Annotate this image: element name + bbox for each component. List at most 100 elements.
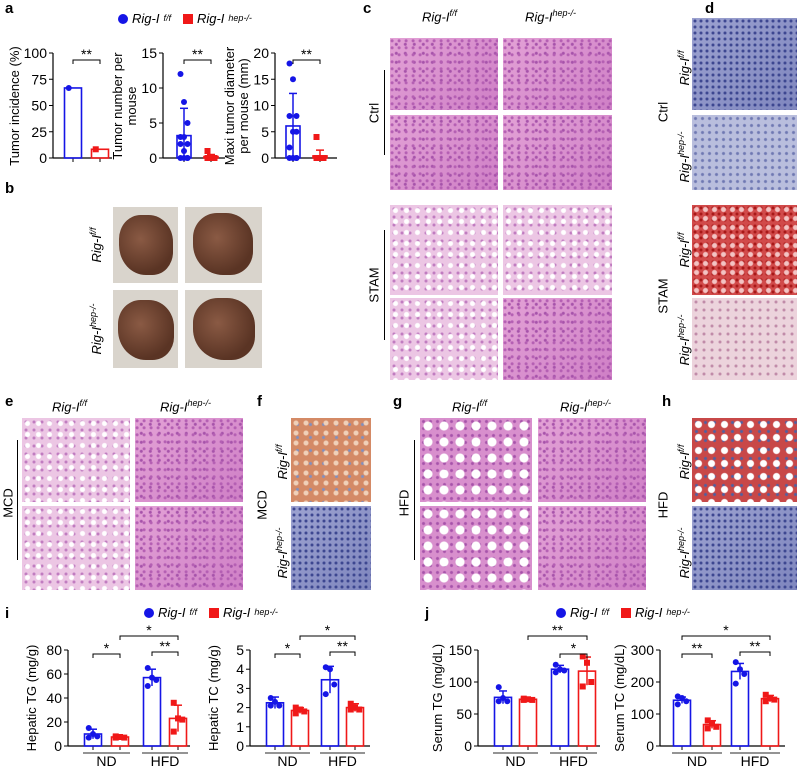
y-tick-label: 40 <box>46 690 62 706</box>
group-bracket <box>414 440 415 560</box>
data-point-hep <box>292 710 299 717</box>
y-tick-label: 5 <box>236 642 244 658</box>
data-point-ff <box>331 681 338 688</box>
histology-g-ff-high <box>420 506 532 590</box>
panel-label-b: b <box>5 180 15 197</box>
data-point-ff <box>144 683 151 689</box>
panel-label-e: e <box>5 393 14 410</box>
data-point-hep <box>529 696 536 703</box>
legend-j: Rig-I f/f Rig-I hep-/- <box>556 606 690 619</box>
bar-hep <box>90 148 110 159</box>
significance-bracket <box>274 653 301 658</box>
data-point-ff <box>181 99 187 105</box>
significance-bracket <box>681 653 713 658</box>
data-point-hep <box>92 146 99 153</box>
column-header-hep: Rig-Ihep-/- <box>160 398 211 415</box>
data-point-hep <box>313 155 320 161</box>
data-point-hep <box>704 717 711 724</box>
data-point-ff <box>272 698 278 705</box>
legend-text: Rig-I <box>132 11 160 26</box>
data-point-hep <box>297 706 303 713</box>
y-axis-title: Serum TG (mg/dL) <box>430 643 445 753</box>
data-point-ff <box>683 698 690 705</box>
data-point-ff <box>561 667 568 674</box>
x-category-label: ND <box>687 753 707 767</box>
significance-label: ** <box>301 46 312 62</box>
data-point-ff <box>184 155 191 161</box>
data-point-ff <box>184 141 191 147</box>
histology-e-ff-low <box>22 418 130 502</box>
histology-f-ff <box>291 418 371 502</box>
y-tick-label: 80 <box>46 642 62 658</box>
data-point-hep <box>771 696 778 703</box>
data-point-ff <box>674 701 681 708</box>
y-tick-label: 2 <box>236 700 244 716</box>
legend-text: Rig-I <box>634 605 663 620</box>
significance-label: ** <box>192 46 203 62</box>
data-point-hep <box>352 704 358 711</box>
y-tick-label: 100 <box>449 674 473 690</box>
histology-e-hep-high <box>135 506 243 590</box>
bar-ff <box>550 668 570 747</box>
y-tick-label: 0 <box>54 738 62 754</box>
data-point-hep <box>525 696 531 703</box>
data-point-ff <box>286 144 293 151</box>
significance-label: * <box>571 640 577 656</box>
x-category-label: HFD <box>559 753 588 767</box>
data-point-hep <box>175 715 181 722</box>
y-tick-label: 300 <box>631 642 655 658</box>
bar-ff <box>265 701 285 747</box>
y-tick-label: 25 <box>31 124 47 140</box>
data-point-ff <box>286 113 293 119</box>
significance-bracket <box>739 651 771 656</box>
y-tick-label: 0 <box>261 150 269 166</box>
data-point-ff <box>737 666 743 673</box>
panel-label-d: d <box>705 0 715 17</box>
bar-hep <box>760 697 780 747</box>
bar-ff <box>63 87 83 159</box>
data-point-hep <box>704 725 711 732</box>
histology-d-stam-hep <box>692 298 797 380</box>
data-point-ff <box>495 684 502 691</box>
y-axis-title: Tumor number per mouse <box>110 51 139 160</box>
x-category-label: ND <box>277 753 297 767</box>
x-category-label: HFD <box>151 753 180 767</box>
significance-label: * <box>146 622 152 638</box>
data-point-hep <box>204 155 211 161</box>
data-point-hep <box>170 728 177 735</box>
data-point-hep <box>579 653 586 660</box>
data-point-hep <box>347 700 354 707</box>
y-tick-label: 10 <box>253 98 269 114</box>
data-point-hep <box>179 716 186 723</box>
data-point-ff <box>741 671 748 677</box>
data-point-ff <box>177 71 184 77</box>
significance-bracket <box>119 635 179 640</box>
histology-d-stam-ff <box>692 205 797 295</box>
data-point-hep <box>762 698 769 705</box>
column-header-hep: Rig-Ihep-/- <box>560 398 611 415</box>
legend-sup: hep-/- <box>666 607 690 617</box>
legend-marker-ff <box>556 607 566 618</box>
data-point-hep <box>762 691 769 698</box>
y-tick-label: 0 <box>39 150 47 166</box>
data-point-hep <box>320 155 327 161</box>
y-tick-label: 3 <box>236 680 244 696</box>
histology-c-ctrl-hep-high <box>503 115 612 190</box>
data-point-ff <box>94 733 101 740</box>
legend-marker-ff <box>144 607 154 618</box>
data-point-ff <box>276 702 283 709</box>
y-axis-title: Hepatic TG (mg/g) <box>24 644 39 752</box>
data-point-hep <box>211 155 218 161</box>
significance-label: ** <box>750 638 761 654</box>
y-tick-label: 50 <box>456 706 472 722</box>
data-point-ff <box>290 76 296 83</box>
significance-label: ** <box>552 622 563 638</box>
column-header-ff: Rig-If/f <box>452 398 487 415</box>
data-point-ff <box>286 60 293 67</box>
significance-label: ** <box>81 46 92 62</box>
legend-text: Rig-I <box>222 605 251 620</box>
group-bracket <box>17 440 18 560</box>
data-point-hep <box>170 699 177 706</box>
